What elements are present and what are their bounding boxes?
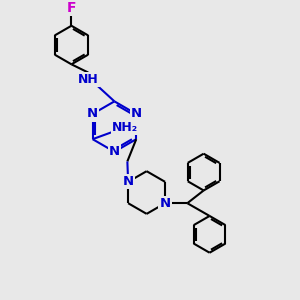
- Text: F: F: [67, 1, 76, 15]
- Text: N: N: [87, 107, 98, 121]
- Text: N: N: [160, 197, 171, 210]
- Text: NH₂: NH₂: [112, 121, 138, 134]
- Text: N: N: [109, 145, 120, 158]
- Text: N: N: [123, 176, 134, 188]
- Text: N: N: [131, 107, 142, 121]
- Text: NH: NH: [78, 73, 99, 85]
